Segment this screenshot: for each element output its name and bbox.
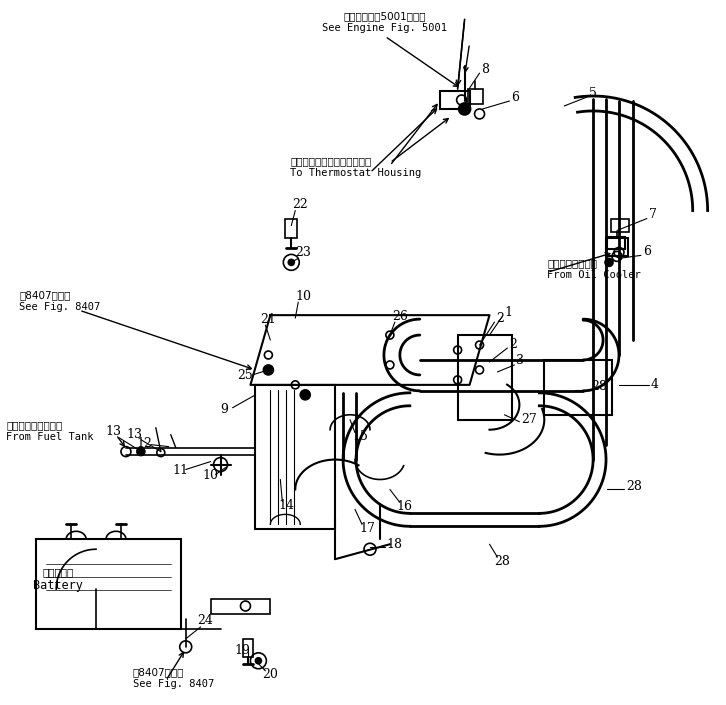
Bar	[243, 639, 253, 657]
Text: 12: 12	[137, 437, 152, 450]
Text: 第8407図参照: 第8407図参照	[20, 290, 70, 300]
Text: 16: 16	[397, 500, 413, 513]
Text: 10: 10	[203, 469, 219, 482]
Bar	[285, 219, 297, 238]
Bar	[606, 238, 628, 257]
Circle shape	[256, 658, 261, 664]
Text: 13: 13	[127, 428, 143, 441]
Circle shape	[288, 259, 294, 265]
Text: 17: 17	[359, 522, 375, 535]
Text: 9: 9	[221, 403, 229, 416]
Text: From Fuel Tank: From Fuel Tank	[7, 431, 94, 442]
Text: 14: 14	[278, 499, 294, 512]
Circle shape	[459, 103, 470, 115]
Text: 13: 13	[105, 425, 121, 439]
Text: 28: 28	[494, 555, 510, 568]
Text: 26: 26	[392, 309, 408, 323]
Text: 10: 10	[295, 290, 311, 302]
Bar	[36, 539, 181, 629]
Text: 24: 24	[197, 615, 213, 627]
Text: Battery: Battery	[33, 579, 83, 592]
Text: オイルクーラから: オイルクーラから	[547, 258, 597, 269]
Text: 3: 3	[516, 355, 524, 367]
Text: See Fig. 8407: See Fig. 8407	[133, 679, 214, 689]
Text: 19: 19	[234, 644, 250, 657]
Text: 2: 2	[510, 338, 518, 350]
Bar	[607, 238, 625, 250]
Text: 23: 23	[295, 246, 311, 259]
Text: フィエルタンクから: フィエルタンクから	[7, 419, 62, 430]
Text: From Oil Cooler: From Oil Cooler	[547, 270, 641, 281]
Text: See Fig. 8407: See Fig. 8407	[20, 302, 101, 312]
Bar	[457, 335, 513, 419]
Circle shape	[137, 448, 145, 455]
Text: 21: 21	[261, 312, 277, 326]
Text: 第8407図参照: 第8407図参照	[133, 667, 184, 677]
Text: 22: 22	[293, 198, 308, 211]
Circle shape	[605, 258, 613, 266]
Text: 7: 7	[649, 208, 657, 221]
Text: To Thermostat Housing: To Thermostat Housing	[290, 168, 422, 178]
Text: 8: 8	[481, 63, 489, 75]
Text: 27: 27	[521, 413, 537, 427]
Text: バッテリー: バッテリー	[43, 567, 74, 577]
Text: サーモスタットハウジングへ: サーモスタットハウジングへ	[290, 156, 372, 166]
Text: 2: 2	[497, 312, 505, 324]
Bar	[211, 599, 270, 614]
Bar	[256, 385, 335, 529]
Bar	[544, 360, 612, 415]
Text: 11: 11	[173, 464, 189, 477]
Text: 6: 6	[643, 245, 651, 258]
Text: 4: 4	[651, 379, 659, 391]
Text: 20: 20	[262, 668, 278, 681]
Text: エンジン図第5001図参照: エンジン図第5001図参照	[343, 11, 426, 21]
Text: 28: 28	[591, 381, 607, 393]
Text: 25: 25	[237, 369, 253, 382]
Bar	[611, 219, 629, 233]
Circle shape	[264, 365, 274, 375]
Text: 5: 5	[589, 87, 597, 99]
Text: 15: 15	[352, 430, 368, 443]
Bar	[468, 89, 483, 104]
Text: 28: 28	[626, 480, 642, 493]
Bar	[440, 91, 470, 109]
Circle shape	[301, 390, 310, 400]
Text: See Engine Fig. 5001: See Engine Fig. 5001	[322, 23, 447, 33]
Text: 1: 1	[505, 306, 513, 319]
Text: 6: 6	[511, 90, 519, 104]
Text: 18: 18	[387, 538, 403, 551]
